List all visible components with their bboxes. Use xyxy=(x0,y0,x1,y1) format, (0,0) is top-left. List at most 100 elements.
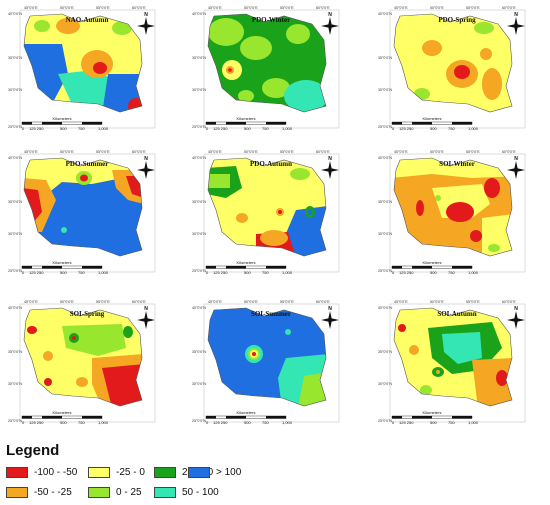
svg-text:55°0'0"E: 55°0'0"E xyxy=(466,6,480,10)
map-svg: PDO-Summer N Kilometers 0 125 250 500 750 1,… xyxy=(8,150,156,275)
legend-label: > 100 xyxy=(216,466,242,478)
svg-text:30°0'0"N: 30°0'0"N xyxy=(8,382,22,386)
svg-text:55°0'0"E: 55°0'0"E xyxy=(96,300,110,304)
panel-title: PDO-Summer xyxy=(66,160,109,168)
svg-text:N: N xyxy=(514,156,518,162)
svg-text:40°0'0"N: 40°0'0"N xyxy=(378,156,392,160)
north-arrow-icon: N xyxy=(507,12,525,35)
legend-swatch xyxy=(154,486,176,498)
legend-label: 0 - 25 xyxy=(116,486,142,498)
svg-text:45°0'0"E: 45°0'0"E xyxy=(394,6,408,10)
svg-text:30°0'0"N: 30°0'0"N xyxy=(378,88,392,92)
svg-text:750: 750 xyxy=(78,126,85,131)
north-arrow-icon: N xyxy=(137,156,155,179)
map-svg: PDO-Autumn N Kilometers 0 125 250 500 750 1,… xyxy=(192,150,340,275)
svg-text:Kilometers: Kilometers xyxy=(423,116,442,121)
svg-text:60°0'0"E: 60°0'0"E xyxy=(132,300,146,304)
svg-text:Kilometers: Kilometers xyxy=(423,410,442,415)
graticule-labels: 40°0'0"N 35°0'0"N 30°0'0"N 25°0'0"N 45°0'0"… xyxy=(192,300,330,423)
svg-text:55°0'0"E: 55°0'0"E xyxy=(280,150,294,154)
svg-text:50°0'0"E: 50°0'0"E xyxy=(430,150,444,154)
svg-text:55°0'0"E: 55°0'0"E xyxy=(466,150,480,154)
svg-text:Kilometers: Kilometers xyxy=(53,260,72,265)
svg-text:500: 500 xyxy=(60,420,67,425)
svg-text:55°0'0"E: 55°0'0"E xyxy=(96,6,110,10)
svg-text:35°0'0"N: 35°0'0"N xyxy=(192,200,206,204)
graticule-labels: 40°0'0"N 35°0'0"N 30°0'0"N 25°0'0"N 45°0'0"… xyxy=(8,150,146,273)
panel-title: NAO-Autumn xyxy=(66,16,109,24)
legend-label: -25 - 0 xyxy=(116,466,145,478)
svg-text:0: 0 xyxy=(22,420,25,425)
svg-text:Kilometers: Kilometers xyxy=(423,260,442,265)
svg-text:N: N xyxy=(514,306,518,312)
graticule-labels: 40°0'0"N 35°0'0"N 30°0'0"N 25°0'0"N 45°0'0"… xyxy=(192,6,330,129)
scale-bar: Kilometers 0 125 250 500 750 1,000 xyxy=(205,260,293,275)
svg-text:55°0'0"E: 55°0'0"E xyxy=(466,300,480,304)
svg-text:1,000: 1,000 xyxy=(98,126,109,131)
svg-text:50°0'0"E: 50°0'0"E xyxy=(60,150,74,154)
map-panel-soi-spring: SOI-Spring N Kilometers 0 125 250 500 750 1,… xyxy=(2,298,172,438)
svg-text:50°0'0"E: 50°0'0"E xyxy=(244,300,258,304)
svg-text:35°0'0"N: 35°0'0"N xyxy=(8,350,22,354)
svg-text:45°0'0"E: 45°0'0"E xyxy=(24,150,38,154)
svg-text:30°0'0"N: 30°0'0"N xyxy=(192,88,206,92)
svg-text:25°0'0"N: 25°0'0"N xyxy=(378,269,392,273)
svg-text:40°0'0"N: 40°0'0"N xyxy=(8,12,22,16)
svg-text:60°0'0"E: 60°0'0"E xyxy=(316,300,330,304)
svg-text:35°0'0"N: 35°0'0"N xyxy=(378,350,392,354)
svg-text:1,000: 1,000 xyxy=(468,126,479,131)
svg-text:Kilometers: Kilometers xyxy=(53,410,72,415)
legend-item: -25 - 0 xyxy=(88,466,145,478)
svg-text:500: 500 xyxy=(430,126,437,131)
graticule-labels: 40°0'0"N 35°0'0"N 30°0'0"N 25°0'0"N 45°0'0"… xyxy=(8,300,146,423)
legend-label: 50 - 100 xyxy=(182,486,219,498)
svg-text:N: N xyxy=(144,306,148,312)
svg-text:40°0'0"N: 40°0'0"N xyxy=(8,306,22,310)
svg-text:25°0'0"N: 25°0'0"N xyxy=(192,125,206,129)
map-panel-soi-autumn: SOI-Autumn N Kilometers 0 125 250 500 750 1,… xyxy=(372,298,542,438)
svg-text:750: 750 xyxy=(262,126,269,131)
panel-title: SOI-Spring xyxy=(70,310,105,318)
svg-text:60°0'0"E: 60°0'0"E xyxy=(502,150,516,154)
map-panel-nao-autumn: NAO-Autumn N Kilometers 0 125 250 500 750 1,… xyxy=(2,4,172,144)
svg-text:N: N xyxy=(514,12,518,18)
map-panel-pdo-spring: PDO-Spring N Kilometers 0 125 250 500 750 1,… xyxy=(372,4,542,144)
svg-text:50°0'0"E: 50°0'0"E xyxy=(244,150,258,154)
svg-text:Kilometers: Kilometers xyxy=(237,116,256,121)
svg-text:45°0'0"E: 45°0'0"E xyxy=(208,6,222,10)
svg-text:750: 750 xyxy=(262,270,269,275)
svg-text:25°0'0"N: 25°0'0"N xyxy=(192,419,206,423)
north-arrow-icon: N xyxy=(137,12,155,35)
svg-text:125 250: 125 250 xyxy=(399,270,414,275)
svg-text:35°0'0"N: 35°0'0"N xyxy=(192,56,206,60)
svg-text:40°0'0"N: 40°0'0"N xyxy=(192,12,206,16)
scale-bar: Kilometers 0 125 250 500 750 1,000 xyxy=(21,116,109,131)
svg-text:55°0'0"E: 55°0'0"E xyxy=(280,6,294,10)
svg-text:N: N xyxy=(328,306,332,312)
svg-text:125 250: 125 250 xyxy=(29,126,44,131)
svg-text:500: 500 xyxy=(244,270,251,275)
map-svg: SOI-Spring N Kilometers 0 125 250 500 750 1,… xyxy=(8,300,156,425)
svg-text:25°0'0"N: 25°0'0"N xyxy=(192,269,206,273)
svg-text:N: N xyxy=(144,12,148,18)
svg-text:0: 0 xyxy=(206,270,209,275)
svg-text:60°0'0"E: 60°0'0"E xyxy=(316,150,330,154)
svg-text:1,000: 1,000 xyxy=(282,420,293,425)
svg-text:1,000: 1,000 xyxy=(468,420,479,425)
legend-swatch xyxy=(188,466,210,478)
graticule-labels: 40°0'0"N 35°0'0"N 30°0'0"N 25°0'0"N 45°0'0"… xyxy=(378,150,516,273)
svg-text:40°0'0"N: 40°0'0"N xyxy=(192,306,206,310)
svg-text:0: 0 xyxy=(206,420,209,425)
svg-text:125 250: 125 250 xyxy=(213,420,228,425)
svg-text:50°0'0"E: 50°0'0"E xyxy=(430,300,444,304)
svg-text:25°0'0"N: 25°0'0"N xyxy=(8,419,22,423)
svg-text:0: 0 xyxy=(392,270,395,275)
svg-text:30°0'0"N: 30°0'0"N xyxy=(8,88,22,92)
legend-swatch xyxy=(88,466,110,478)
legend-item: > 100 xyxy=(188,466,241,478)
legend-label: -100 - -50 xyxy=(34,466,78,478)
panel-title: SOI-Autumn xyxy=(437,310,476,318)
legend-item: 0 - 25 xyxy=(88,486,142,498)
svg-text:25°0'0"N: 25°0'0"N xyxy=(8,269,22,273)
svg-text:35°0'0"N: 35°0'0"N xyxy=(8,200,22,204)
